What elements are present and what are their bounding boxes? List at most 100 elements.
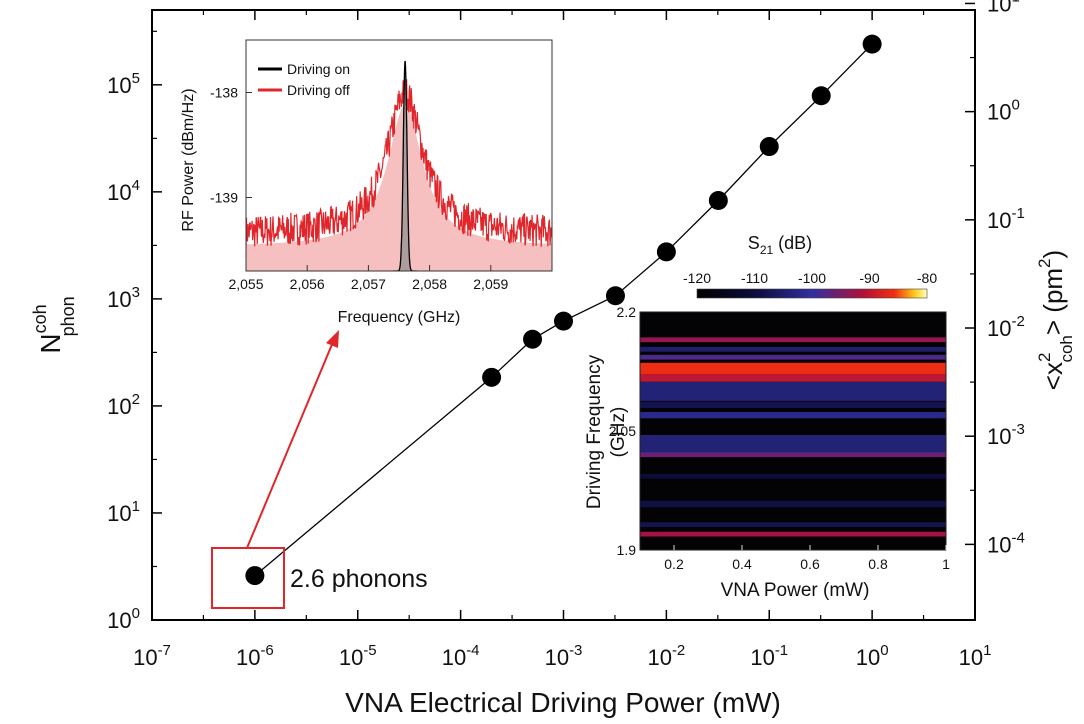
inset-x-tick-label: 2,056 [290, 276, 325, 292]
x-tick-label-base: 10 [750, 645, 774, 670]
y2-title-sup: 2 [1035, 353, 1054, 362]
heatmap-band [640, 373, 946, 382]
x-tick-label: 10-1 [750, 642, 788, 670]
y2-title-tail: > (pm [1038, 268, 1068, 335]
x-tick-label-base: 10 [856, 645, 880, 670]
heatmap-y-tick-label: 2.05 [609, 423, 636, 439]
y2-tick-label: 101 [987, 0, 1020, 16]
y-tick-label-exp: 2 [132, 391, 140, 408]
y-tick-label-base: 10 [107, 287, 131, 312]
x-tick-label-exp: 1 [983, 642, 991, 659]
heatmap-x-tick-label: 0.4 [732, 556, 752, 572]
data-point [554, 311, 573, 331]
main-series-line [254, 43, 873, 577]
x-tick-label: 10-7 [133, 642, 171, 670]
colorbar-title-base: S [748, 233, 760, 253]
y-title-sub: phon [58, 296, 78, 336]
driving-off-trace [246, 79, 552, 249]
y2-tick-label: 10-1 [987, 205, 1025, 233]
driving-on-trace [392, 60, 418, 271]
inset-x-tick-label: 2,055 [228, 276, 263, 292]
legend-on-label: Driving on [287, 61, 350, 77]
y2-title-base: <x [1038, 362, 1068, 390]
inset-x-tick-label: 2,059 [473, 276, 508, 292]
phonons-annotation: 2.6 phonons [290, 565, 428, 593]
main-chart: 10-7 10-6 10-5 10-4 10-3 10-2 10-1 100 101100101… [30, 0, 1076, 718]
y2-tick-label: 100 [987, 97, 1020, 125]
colorbar-tick-label: -120 [683, 270, 711, 286]
inset-arrow-head [326, 330, 339, 348]
x-tick-label-exp: 0 [880, 642, 888, 659]
x-tick-label-exp: -7 [158, 642, 171, 659]
main-tick-labels: 10-7 10-6 10-5 10-4 10-3 10-2 10-1 100 101100101… [107, 0, 1025, 670]
y2-tick-label: 10-2 [987, 313, 1025, 341]
y2-tick-label: 10-3 [987, 421, 1025, 449]
y2-title-close: ) [1038, 250, 1068, 259]
x-tick-label-base: 10 [545, 645, 569, 670]
x-tick-label-base: 10 [133, 645, 157, 670]
y2-tick-label-base: 10 [987, 532, 1011, 557]
heatmap-band [640, 434, 946, 455]
y2-tick-label-exp: -2 [1011, 313, 1024, 330]
data-point [811, 86, 831, 106]
y2-tick-label-exp: -4 [1011, 529, 1024, 546]
y-tick-label-base: 10 [107, 73, 131, 98]
heatmap-x-axis-title: VNA Power (mW) [721, 580, 870, 601]
heatmap-band [640, 411, 946, 419]
data-point [605, 286, 625, 306]
data-point [656, 242, 676, 262]
inset-x-tick-label: 2,057 [351, 276, 386, 292]
colorbar-title: S21 (dB) [748, 233, 812, 257]
y2-tick-label-base: 10 [987, 316, 1011, 341]
data-point [482, 367, 502, 387]
y2-tick-label-exp: -1 [1011, 205, 1024, 222]
y2-tick-label: 10-4 [987, 529, 1025, 557]
inset-y-tick-label: -139 [210, 190, 238, 206]
x-tick-label: 101 [959, 642, 992, 670]
x-tick-label: 10-3 [545, 642, 583, 670]
heatmap-band [640, 452, 946, 458]
y-tick-label: 104 [107, 177, 140, 205]
y2-title-tail-sup: 2 [1035, 258, 1054, 267]
main-x-axis-title: VNA Electrical Driving Power (mW) [345, 687, 781, 718]
heatmap-band [640, 362, 946, 376]
colorbar-tick-label: -100 [798, 270, 826, 286]
heatmap-band [640, 346, 946, 352]
x-tick-label-exp: -6 [260, 642, 273, 659]
colorbar-tick-label: -80 [917, 270, 937, 286]
x-tick-label-base: 10 [236, 645, 260, 670]
y2-tick-label-base: 10 [987, 100, 1011, 125]
y-tick-label: 100 [107, 605, 140, 633]
colorbar-tick-labels: -120 -110 -100 -90 -80 [683, 270, 937, 286]
data-point [245, 566, 265, 586]
y-tick-label-exp: 4 [132, 177, 140, 194]
driving-on-fill [392, 61, 418, 271]
x-tick-label: 10-2 [647, 642, 685, 670]
x-tick-label-base: 10 [339, 645, 363, 670]
data-point [523, 329, 543, 349]
x-tick-label: 10-6 [236, 642, 274, 670]
y-tick-label-exp: 0 [132, 605, 140, 622]
colorbar-tick-label: -90 [859, 270, 879, 286]
main-y2-axis-title: <x2 coh> (pm2) [1035, 250, 1076, 390]
x-tick-label-exp: -4 [466, 642, 479, 659]
y2-tick-label-exp: 0 [1011, 97, 1019, 114]
heatmap-y-axis-title-line2: (GHz) [608, 407, 629, 458]
y-tick-label-exp: 1 [132, 498, 140, 515]
x-tick-label-base: 10 [442, 645, 466, 670]
heatmap-axis-ticks: 0.2 0.4 0.6 0.8 1 2.2 2.05 1.9 [609, 304, 950, 572]
inset-x-tick-label: 2,058 [412, 276, 447, 292]
heatmap-band [640, 531, 946, 537]
heatmap-band [640, 473, 946, 479]
y2-tick-label-base: 10 [987, 208, 1011, 233]
heatmap-band [640, 354, 946, 360]
x-tick-label-exp: -1 [775, 642, 788, 659]
spectrum-inset: 2,055 2,056 2,057 2,058 2,059 -138 -139 Drivin… [180, 39, 553, 326]
heatmap-x-tick-label: 1 [942, 556, 950, 572]
heatmap-band [640, 381, 946, 401]
heatmap-inset: S21 (dB) -120 -110 -100 -90 -80 0.2 0.4 0.6 0.8… [584, 233, 956, 601]
y-tick-label-base: 10 [107, 180, 131, 205]
